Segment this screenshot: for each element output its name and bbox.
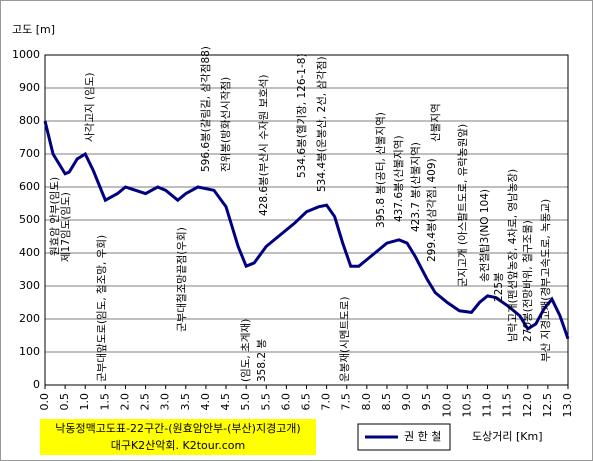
x-tick-label: 1.0: [78, 393, 91, 411]
y-tick-label: 900: [19, 81, 40, 94]
x-tick-label: 0.5: [58, 393, 71, 411]
y-tick-label: 200: [19, 312, 40, 325]
x-tick-label: 4.0: [199, 393, 212, 411]
x-tick-label: 12.0: [521, 393, 534, 418]
x-tick-label: 1.5: [98, 393, 111, 411]
x-tick-label: 5.5: [259, 393, 272, 411]
annotation: 596.6봉(갈림길, 삼각점88): [199, 46, 212, 172]
x-tick-label: 6.5: [300, 393, 313, 411]
y-tick-label: 500: [19, 213, 40, 226]
y-tick-label: 600: [19, 180, 40, 193]
annotation: 534.6봉(헬기장, 126-1-8): [296, 53, 308, 178]
annotation: 전위봉(방화선시작점): [219, 77, 232, 172]
x-tick-label: 10.5: [460, 393, 473, 418]
annotation: 358.2 봉: [256, 339, 268, 382]
y-tick-label: 300: [19, 279, 40, 292]
annotation: 송전철탑3(NO 104): [479, 189, 491, 282]
x-tick-label: 11.5: [501, 393, 514, 418]
x-axis-label: 도상거리 [Km]: [472, 430, 543, 443]
annotation: 423.7 봉(산불지역): [410, 142, 422, 232]
y-tick-label: 1000: [12, 48, 40, 61]
x-tick-label: 8.5: [380, 393, 393, 411]
annotation: 534.4봉(운봉산, 2선, 삼각점): [316, 56, 328, 192]
y-axis-label: 고도 [m]: [12, 23, 55, 36]
annotation: 군부대앞도로(임도, 철조망, 우회): [95, 235, 108, 382]
annotation: 437.6봉(산불지역): [393, 135, 405, 222]
y-tick-label: 700: [19, 147, 40, 160]
y-tick-label: 400: [19, 246, 40, 259]
x-tick-label: 9.5: [420, 393, 433, 411]
x-tick-label: 3.5: [179, 393, 192, 411]
footer-box: [40, 419, 316, 455]
annotation: 395.8 봉(공터, 산불지역): [375, 112, 387, 228]
annotation: 사각고지 (임도): [83, 73, 96, 143]
x-tick-label: 7.0: [320, 393, 333, 411]
x-tick-label: 12.5: [541, 393, 554, 418]
annotation: 부산 지경고개(경부고속도로, 녹동교): [539, 199, 552, 362]
footer-title: 낙동정맥고도표-22구간-(원효암안부-(부산)지경고개): [55, 422, 300, 435]
series-line: [43, 120, 570, 340]
x-tick-label: 10.0: [440, 393, 453, 418]
x-tick-label: 9.0: [400, 393, 413, 411]
annotation: 225봉: [493, 272, 505, 302]
x-tick-label: 7.5: [340, 393, 353, 411]
x-tick-label: 13.0: [561, 393, 574, 418]
x-tick-label: 6.0: [279, 393, 292, 411]
x-tick-label: 2.5: [139, 393, 152, 411]
annotation: 산불지역: [430, 103, 442, 142]
annotation: 군부대철조망끝점(우회): [176, 227, 188, 332]
y-tick-label: 800: [19, 114, 40, 127]
x-tick-label: 3.0: [159, 393, 172, 411]
y-tick-label: 100: [19, 345, 40, 358]
annotation: 원효암 안부(임도): [48, 177, 61, 256]
legend-label: 권 한 철: [404, 430, 441, 443]
annotation: 남락고개(펜션앞농장, 4차로, 영남농장): [507, 169, 519, 342]
annotation: 299.4봉(삼각점, 409): [426, 158, 438, 262]
annotation: 제17임도(임도): [59, 192, 72, 262]
x-tick-label: 2.0: [118, 393, 131, 411]
annotation: 운봉재(시멘트도로): [339, 297, 351, 382]
x-tick-label: 4.5: [219, 393, 232, 411]
annotation: 군지고개 (아스팔트도로, 유락농원앞): [457, 124, 469, 287]
y-tick-label: 0: [33, 378, 40, 391]
annotation: (임도, 초계재): [239, 319, 252, 382]
x-tick-label: 0.0: [38, 393, 51, 411]
x-tick-label: 8.0: [360, 393, 373, 411]
x-tick-label: 5.0: [239, 393, 252, 411]
footer-credit: 대구K2산악회. K2tour.com: [111, 439, 246, 452]
annotation: 270봉(전망바위, 철구조물): [521, 220, 534, 342]
x-tick-label: 11.0: [481, 393, 494, 418]
annotation: 428.6봉(부산시 수자원 보호석): [258, 74, 270, 216]
